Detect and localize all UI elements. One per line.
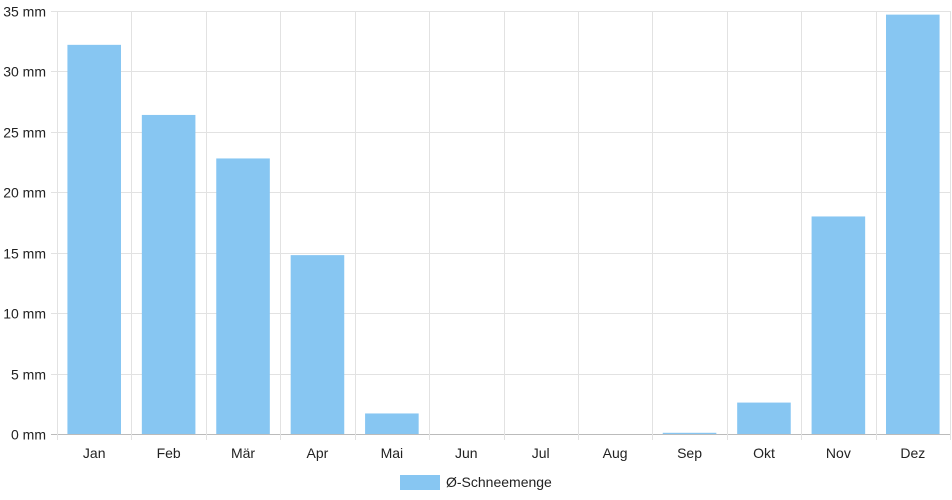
- x-tick-label: Sep: [677, 445, 702, 461]
- x-tick-label: Mär: [231, 445, 255, 461]
- x-tick-label: Jul: [532, 445, 550, 461]
- x-tick-label: Jan: [83, 445, 106, 461]
- x-tick-label: Dez: [900, 445, 925, 461]
- y-tick-label: 20 mm: [3, 185, 46, 201]
- y-tick-label: 35 mm: [3, 4, 46, 20]
- x-tick-label: Apr: [307, 445, 329, 461]
- legend-label: Ø-Schneemenge: [446, 474, 552, 490]
- y-tick-label: 15 mm: [3, 246, 46, 262]
- bar: [662, 432, 717, 434]
- x-axis-ticks: Jan Feb Mär Apr Mai Jun Jul Aug Sep Okt Nov Dez: [83, 445, 925, 461]
- x-tick-label: Nov: [826, 445, 851, 461]
- y-tick-label: 10 mm: [3, 306, 46, 322]
- bar: [290, 255, 345, 434]
- x-tick-label: Jun: [455, 445, 478, 461]
- grid: [51, 11, 951, 440]
- bar: [365, 413, 419, 434]
- x-tick-label: Mai: [381, 445, 404, 461]
- x-tick-label: Aug: [603, 445, 628, 461]
- legend-swatch: [400, 474, 440, 490]
- bar: [886, 14, 940, 435]
- y-tick-label: 5 mm: [11, 367, 46, 383]
- y-axis-ticks: 0 mm 5 mm 10 mm 15 mm 20 mm 25 mm 30 mm 35 mm: [3, 4, 46, 443]
- bar: [141, 114, 196, 435]
- x-tick-label: Feb: [157, 445, 181, 461]
- bar: [811, 216, 866, 434]
- y-tick-label: 25 mm: [3, 125, 46, 141]
- legend[interactable]: Ø-Schneemenge: [400, 472, 552, 492]
- y-tick-label: 0 mm: [11, 427, 46, 443]
- bar: [67, 44, 121, 435]
- bars: [67, 14, 940, 435]
- y-tick-label: 30 mm: [3, 64, 46, 80]
- bar: [737, 402, 791, 434]
- x-tick-label: Okt: [753, 445, 775, 461]
- bar: [216, 158, 270, 434]
